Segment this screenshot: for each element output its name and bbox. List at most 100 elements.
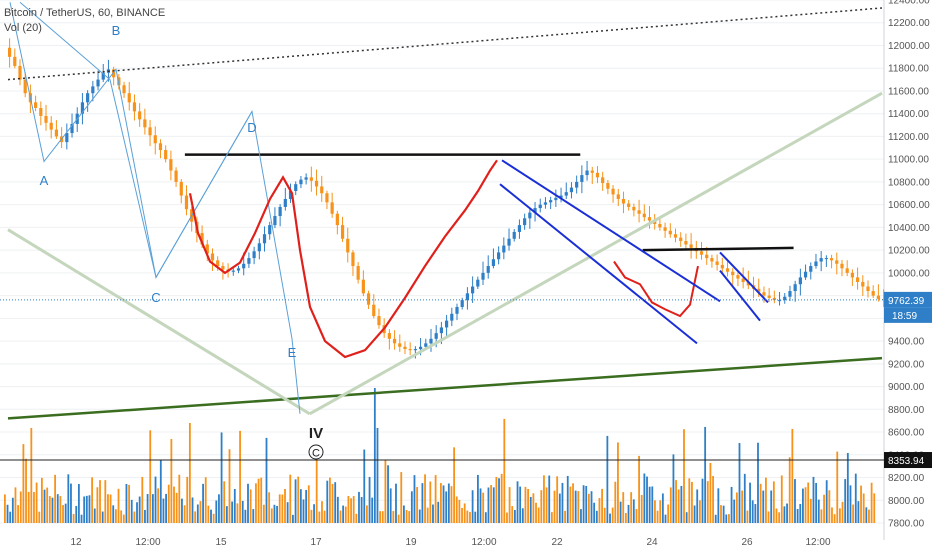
- candle-body: [242, 263, 246, 269]
- volume-bar: [865, 507, 868, 523]
- candle-body: [855, 277, 860, 282]
- candle-body: [559, 195, 563, 198]
- volume-bar: [841, 501, 844, 523]
- volume-bar: [426, 507, 429, 523]
- volume-bar: [6, 504, 9, 523]
- candle-body: [54, 129, 59, 137]
- volume-bar: [252, 509, 255, 523]
- candle-body: [122, 85, 126, 94]
- volume-bar: [75, 505, 78, 523]
- volume-bar: [91, 477, 93, 523]
- volume-bar: [445, 491, 448, 523]
- x-tick-label: 15: [215, 537, 227, 548]
- volume-bar: [265, 437, 268, 523]
- candle-body: [294, 184, 298, 192]
- y-axis-labels: 12400.00 12200.00 12000.00 11800.00 11600.00…: [888, 0, 930, 530]
- volume-bar: [80, 514, 83, 523]
- volume-bar: [273, 504, 276, 523]
- volume-bar: [27, 491, 30, 523]
- volume-bar: [289, 474, 292, 523]
- volume-bar: [669, 487, 672, 523]
- volume-bar: [873, 493, 876, 523]
- volume-bar: [691, 481, 693, 523]
- volume-bar: [432, 504, 434, 523]
- volume-bar: [833, 514, 836, 523]
- volume-bar: [577, 491, 580, 523]
- volume-bar: [381, 511, 384, 523]
- candle-body: [606, 183, 610, 189]
- volume-bar: [548, 475, 551, 523]
- candle-body: [257, 243, 261, 252]
- countdown-text: 18:59: [892, 311, 917, 322]
- volume-bar: [389, 488, 392, 523]
- volume-bar: [622, 492, 625, 523]
- candle-body: [569, 187, 574, 193]
- y-tick-label: 11600.00: [888, 86, 929, 97]
- volume-bar: [521, 508, 524, 523]
- candle-body: [158, 143, 163, 151]
- candle-body: [741, 278, 745, 282]
- x-tick-label: 12: [70, 537, 82, 548]
- volume-bar: [292, 514, 294, 523]
- candle-body: [772, 297, 776, 301]
- fit-curves: [188, 159, 699, 359]
- volume-bar: [212, 513, 215, 523]
- candle-body: [351, 252, 355, 267]
- volume-bar: [664, 514, 667, 523]
- volume-bar: [313, 504, 315, 523]
- y-tick-label: 8600.00: [888, 428, 925, 439]
- x-tick-label: 12:00: [135, 537, 160, 548]
- volume-bar: [817, 499, 820, 523]
- volume-bar: [239, 430, 241, 523]
- candle-body: [481, 272, 485, 280]
- volume-bar: [717, 488, 720, 523]
- candle-body: [418, 346, 423, 350]
- volume-bar: [228, 449, 231, 523]
- volume-bar: [738, 443, 741, 523]
- candle-body: [372, 304, 376, 317]
- volume-bar: [170, 439, 173, 523]
- candle-body: [8, 47, 12, 57]
- volume-bar: [421, 483, 424, 523]
- wave-lines: [9, 1, 301, 414]
- volume-bar: [506, 512, 508, 523]
- volume-bar: [305, 489, 308, 523]
- volume-bar: [434, 475, 437, 523]
- candle-body: [314, 180, 319, 187]
- volume-bar: [712, 476, 714, 523]
- candle-body: [70, 123, 74, 134]
- volume-bar: [93, 508, 96, 523]
- current-price-tag: [884, 291, 932, 308]
- volume-bar: [698, 500, 701, 523]
- volume-bar: [85, 495, 88, 523]
- volume-bar: [210, 509, 212, 523]
- price-channels: [499, 159, 769, 345]
- volume-bar: [540, 490, 543, 523]
- candle-body: [590, 170, 594, 173]
- volume-bar: [342, 505, 345, 523]
- candle-body: [361, 279, 365, 294]
- volume-bar: [471, 490, 474, 523]
- candle-body: [366, 293, 371, 305]
- volume-bar: [611, 507, 614, 523]
- candle-body: [710, 258, 714, 262]
- volume-bar: [677, 489, 680, 523]
- candle-body: [788, 291, 792, 297]
- volume-bar: [868, 509, 870, 523]
- volume-bar: [352, 496, 355, 523]
- volume-bar: [490, 485, 493, 523]
- volume-bar: [297, 476, 300, 523]
- candle-body: [216, 260, 220, 267]
- volume-bar: [392, 511, 395, 523]
- candle-body: [673, 234, 678, 238]
- volume-bar: [104, 480, 107, 523]
- volume-bar: [870, 482, 873, 523]
- volume-bar: [40, 477, 43, 523]
- candle-body: [715, 261, 719, 265]
- volume-bar: [151, 494, 154, 523]
- candle-body: [689, 244, 693, 248]
- candle-body: [65, 133, 69, 143]
- volume-bar: [693, 505, 696, 523]
- wave-label-d: D: [247, 120, 256, 135]
